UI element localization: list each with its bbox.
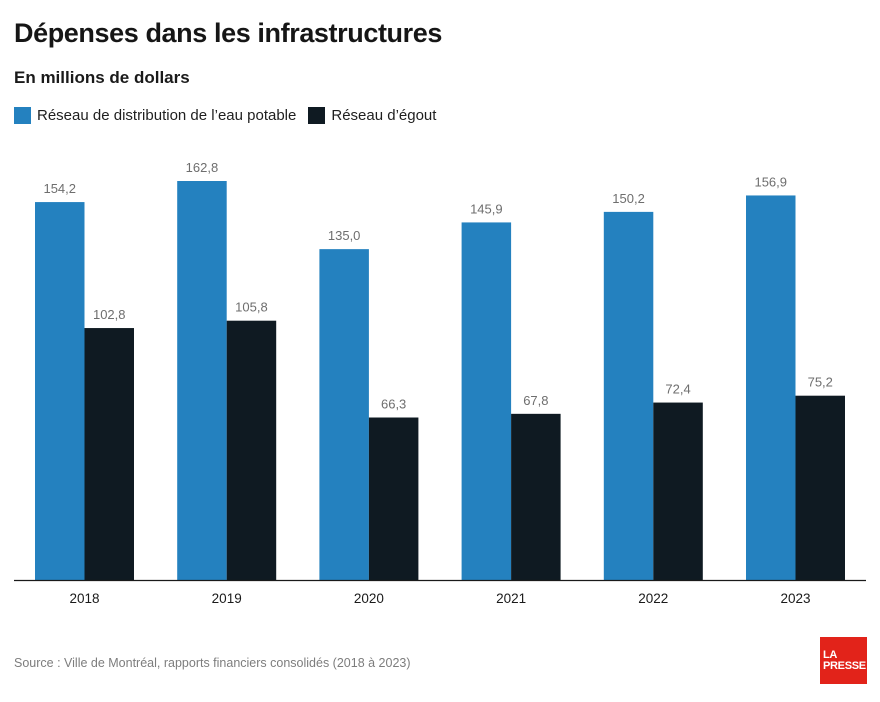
data-label-water-2020: 135,0 — [328, 228, 361, 243]
chart-title: Dépenses dans les infrastructures — [14, 18, 442, 48]
legend-swatch-sewer — [308, 107, 326, 124]
x-tick-label-2019: 2019 — [212, 591, 242, 606]
legend-item-water: Réseau de distribution de l’eau potable — [14, 107, 296, 124]
data-label-sewer-2019: 105,8 — [235, 300, 268, 315]
data-label-sewer-2022: 72,4 — [665, 382, 690, 397]
bar-sewer-2018 — [84, 328, 134, 580]
legend: Réseau de distribution de l’eau potable … — [14, 107, 448, 124]
bar-water-2023 — [746, 195, 796, 580]
data-label-water-2022: 150,2 — [612, 191, 645, 206]
x-tick-label-2021: 2021 — [496, 591, 526, 606]
x-tick-label-2022: 2022 — [638, 591, 668, 606]
chart-subtitle: En millions de dollars — [14, 68, 190, 87]
x-tick-label-2023: 2023 — [780, 591, 810, 606]
bar-water-2019 — [177, 181, 227, 580]
data-label-sewer-2020: 66,3 — [381, 397, 406, 412]
bar-water-2021 — [461, 222, 512, 580]
bar-sewer-2020 — [368, 417, 419, 580]
x-tick-label-2020: 2020 — [354, 591, 384, 606]
legend-item-sewer: Réseau d’égout — [308, 107, 436, 124]
legend-label-water: Réseau de distribution de l’eau potable — [37, 107, 297, 124]
bar-sewer-2022 — [653, 402, 703, 580]
data-label-water-2019: 162,8 — [186, 160, 219, 175]
data-label-sewer-2018: 102,8 — [93, 307, 126, 322]
la-presse-logo: LA PRESSE — [820, 637, 867, 684]
bar-sewer-2019 — [226, 320, 277, 580]
data-label-water-2021: 145,9 — [470, 201, 503, 216]
data-label-water-2018: 154,2 — [43, 181, 76, 196]
logo-line-2: PRESSE — [823, 659, 866, 672]
data-label-sewer-2023: 75,2 — [808, 375, 833, 390]
source-note: Source : Ville de Montréal, rapports fin… — [14, 656, 411, 670]
data-label-water-2023: 156,9 — [754, 174, 787, 189]
x-tick-label-2018: 2018 — [69, 591, 99, 606]
data-label-sewer-2021: 67,8 — [523, 393, 548, 408]
bar-water-2018 — [35, 202, 85, 580]
bar-sewer-2023 — [795, 395, 845, 580]
legend-label-sewer: Réseau d’égout — [331, 107, 437, 124]
logo-line-1: LA — [823, 648, 838, 661]
legend-swatch-water — [14, 107, 31, 124]
bar-sewer-2021 — [511, 413, 561, 580]
bar-water-2022 — [603, 211, 654, 580]
bar-water-2020 — [319, 249, 369, 580]
